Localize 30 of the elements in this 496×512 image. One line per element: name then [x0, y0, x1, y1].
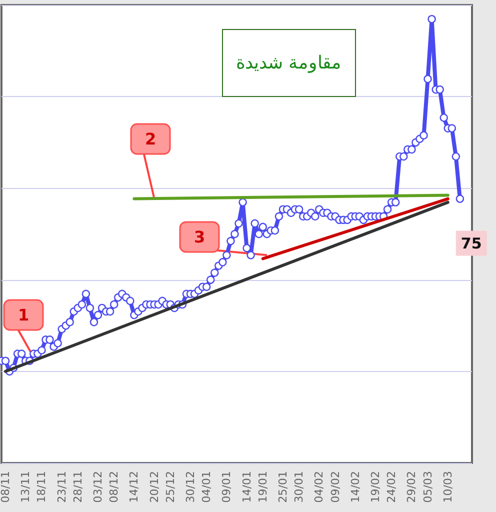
- x-tick-label: 14/01: [240, 471, 254, 503]
- x-tick-label: 09/01: [220, 471, 234, 503]
- x-tick-label: 08/11: [0, 471, 12, 503]
- x-tick-label: 14/12: [128, 471, 141, 503]
- x-tick-label: 20/12: [148, 471, 161, 503]
- x-tick-label: 08/12: [108, 471, 121, 503]
- x-tick-label: 24/02: [385, 471, 398, 503]
- x-tick-label: 09/02: [328, 471, 342, 503]
- annotation: 3: [194, 228, 206, 246]
- x-tick-label: 14/02: [348, 471, 362, 503]
- annotation: 2: [145, 130, 156, 148]
- x-tick-label: 23/11: [55, 471, 68, 503]
- x-tick-label: 25/12: [164, 471, 177, 503]
- x-tick-label: 28/11: [71, 471, 84, 503]
- annotation: 75: [460, 234, 482, 252]
- x-tick-label: 04/02: [312, 471, 326, 503]
- x-tick-label: 10/03: [441, 471, 454, 503]
- x-tick-label: 19/02: [368, 471, 382, 503]
- x-tick-label: 25/01: [276, 471, 290, 503]
- x-tick-label: 13/11: [19, 471, 32, 503]
- x-tick-label: 30/12: [184, 471, 197, 503]
- annotation: 1: [18, 306, 30, 324]
- annotation: مقاومة شديدة: [236, 52, 342, 74]
- x-tick-label: 30/01: [292, 471, 306, 503]
- x-tick-label: 04/01: [200, 471, 214, 503]
- x-tick-label: 29/02: [405, 471, 418, 503]
- x-tick-label: 03/12: [91, 471, 104, 503]
- x-tick-label: 19/01: [256, 471, 270, 503]
- x-tick-label: 05/03: [421, 471, 434, 503]
- x-tick-label: 18/11: [35, 471, 48, 503]
